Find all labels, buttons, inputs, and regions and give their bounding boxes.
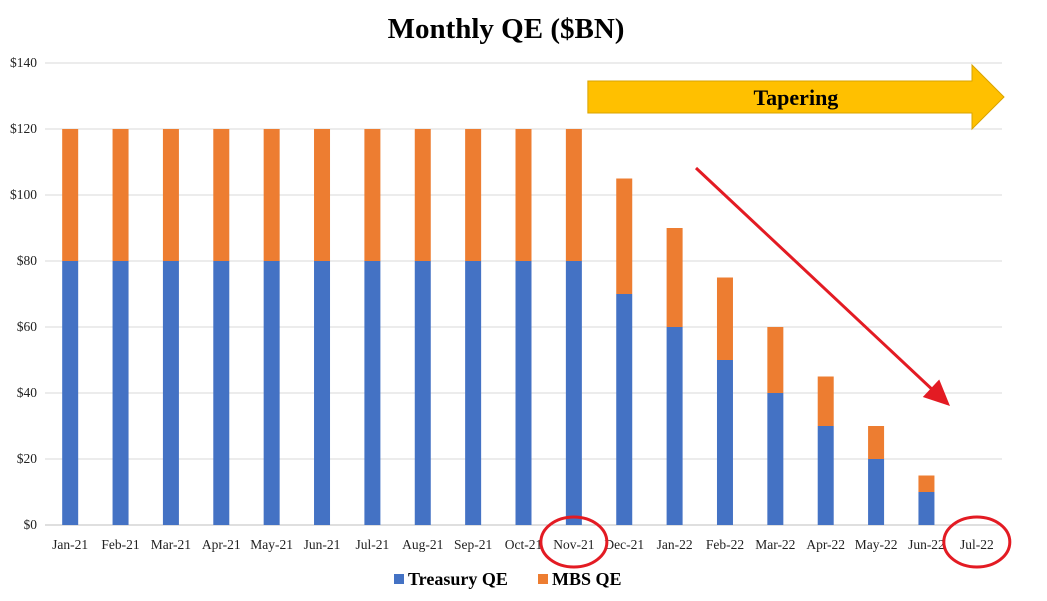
bar-treasury — [314, 261, 331, 525]
trend-arrow-line — [694, 166, 938, 395]
bar-mbs — [465, 129, 482, 261]
bar-treasury — [213, 261, 230, 525]
bar-treasury — [263, 261, 280, 525]
bar-mbs — [263, 129, 280, 261]
legend-swatch — [538, 574, 548, 584]
bar-mbs — [817, 376, 834, 426]
bar-treasury — [414, 261, 431, 525]
x-tick-label: Jan-22 — [657, 537, 693, 552]
y-tick-label: $40 — [17, 385, 38, 400]
highlight-circle — [942, 515, 1012, 569]
y-tick-label: $20 — [17, 451, 38, 466]
bar-treasury — [515, 261, 532, 525]
bar-mbs — [716, 277, 733, 360]
chart-title: Monthly QE ($BN) — [388, 13, 625, 45]
bar-treasury — [616, 294, 633, 525]
x-tick-label: Oct-21 — [505, 537, 543, 552]
x-tick-label: Nov-21 — [553, 537, 594, 552]
tapering-arrow — [587, 63, 1005, 131]
y-tick-label: $0 — [24, 517, 38, 532]
bar-mbs — [213, 129, 230, 261]
bar-treasury — [112, 261, 129, 525]
bar-treasury — [868, 459, 885, 525]
bar-treasury — [817, 426, 834, 525]
x-tick-label: Jun-22 — [908, 537, 945, 552]
x-tick-label: Jul-22 — [960, 537, 994, 552]
bar-mbs — [314, 129, 331, 261]
y-tick-label: $100 — [10, 187, 37, 202]
bar-treasury — [465, 261, 482, 525]
tapering-label: Tapering — [754, 85, 839, 110]
x-tick-label: May-21 — [250, 537, 293, 552]
x-tick-label: Mar-21 — [151, 537, 191, 552]
bar-mbs — [565, 129, 582, 261]
x-tick-label: Jul-21 — [356, 537, 390, 552]
bar-mbs — [62, 129, 79, 261]
x-tick-label: May-22 — [855, 537, 898, 552]
legend: Treasury QE MBS QE — [394, 569, 622, 589]
bar-mbs — [112, 129, 129, 261]
legend-swatch — [394, 574, 404, 584]
bar-treasury — [565, 261, 582, 525]
bar-treasury — [918, 492, 935, 525]
bar-treasury — [162, 261, 179, 525]
trend-arrow-head — [922, 379, 950, 406]
bar-mbs — [918, 475, 935, 492]
bars — [62, 129, 935, 525]
bar-treasury — [364, 261, 381, 525]
legend-label: Treasury QE — [408, 569, 508, 589]
x-tick-label: Apr-21 — [202, 537, 241, 552]
x-tick-label: Sep-21 — [454, 537, 492, 552]
y-tick-label: $120 — [10, 121, 37, 136]
annotations: Tapering — [539, 63, 1012, 569]
bar-mbs — [162, 129, 179, 261]
bar-mbs — [616, 178, 633, 294]
bar-treasury — [62, 261, 79, 525]
legend-label: MBS QE — [552, 569, 622, 589]
x-tick-label: Mar-22 — [755, 537, 795, 552]
y-tick-label: $80 — [17, 253, 38, 268]
bar-treasury — [716, 360, 733, 525]
bar-mbs — [515, 129, 532, 261]
x-tick-label: Dec-21 — [604, 537, 644, 552]
x-tick-label: Feb-22 — [706, 537, 744, 552]
highlight-circle — [539, 515, 609, 569]
x-axis-ticks: Jan-21 Feb-21 Mar-21 Apr-21 May-21 Jun-21 Jul-… — [52, 537, 994, 552]
x-tick-label: Jan-21 — [52, 537, 88, 552]
x-tick-label: Apr-22 — [806, 537, 845, 552]
x-tick-label: Jun-21 — [304, 537, 341, 552]
bar-mbs — [666, 228, 683, 327]
bar-treasury — [767, 393, 784, 525]
y-axis-ticks: $0 $20 $40 $60 $80 $100 $120 $140 — [10, 55, 37, 532]
y-tick-label: $140 — [10, 55, 37, 70]
bar-treasury — [666, 327, 683, 525]
bar-mbs — [767, 327, 784, 393]
bar-mbs — [868, 426, 885, 459]
bar-mbs — [414, 129, 431, 261]
bar-mbs — [364, 129, 381, 261]
y-tick-label: $60 — [17, 319, 38, 334]
x-tick-label: Feb-21 — [101, 537, 139, 552]
x-tick-label: Aug-21 — [402, 537, 443, 552]
